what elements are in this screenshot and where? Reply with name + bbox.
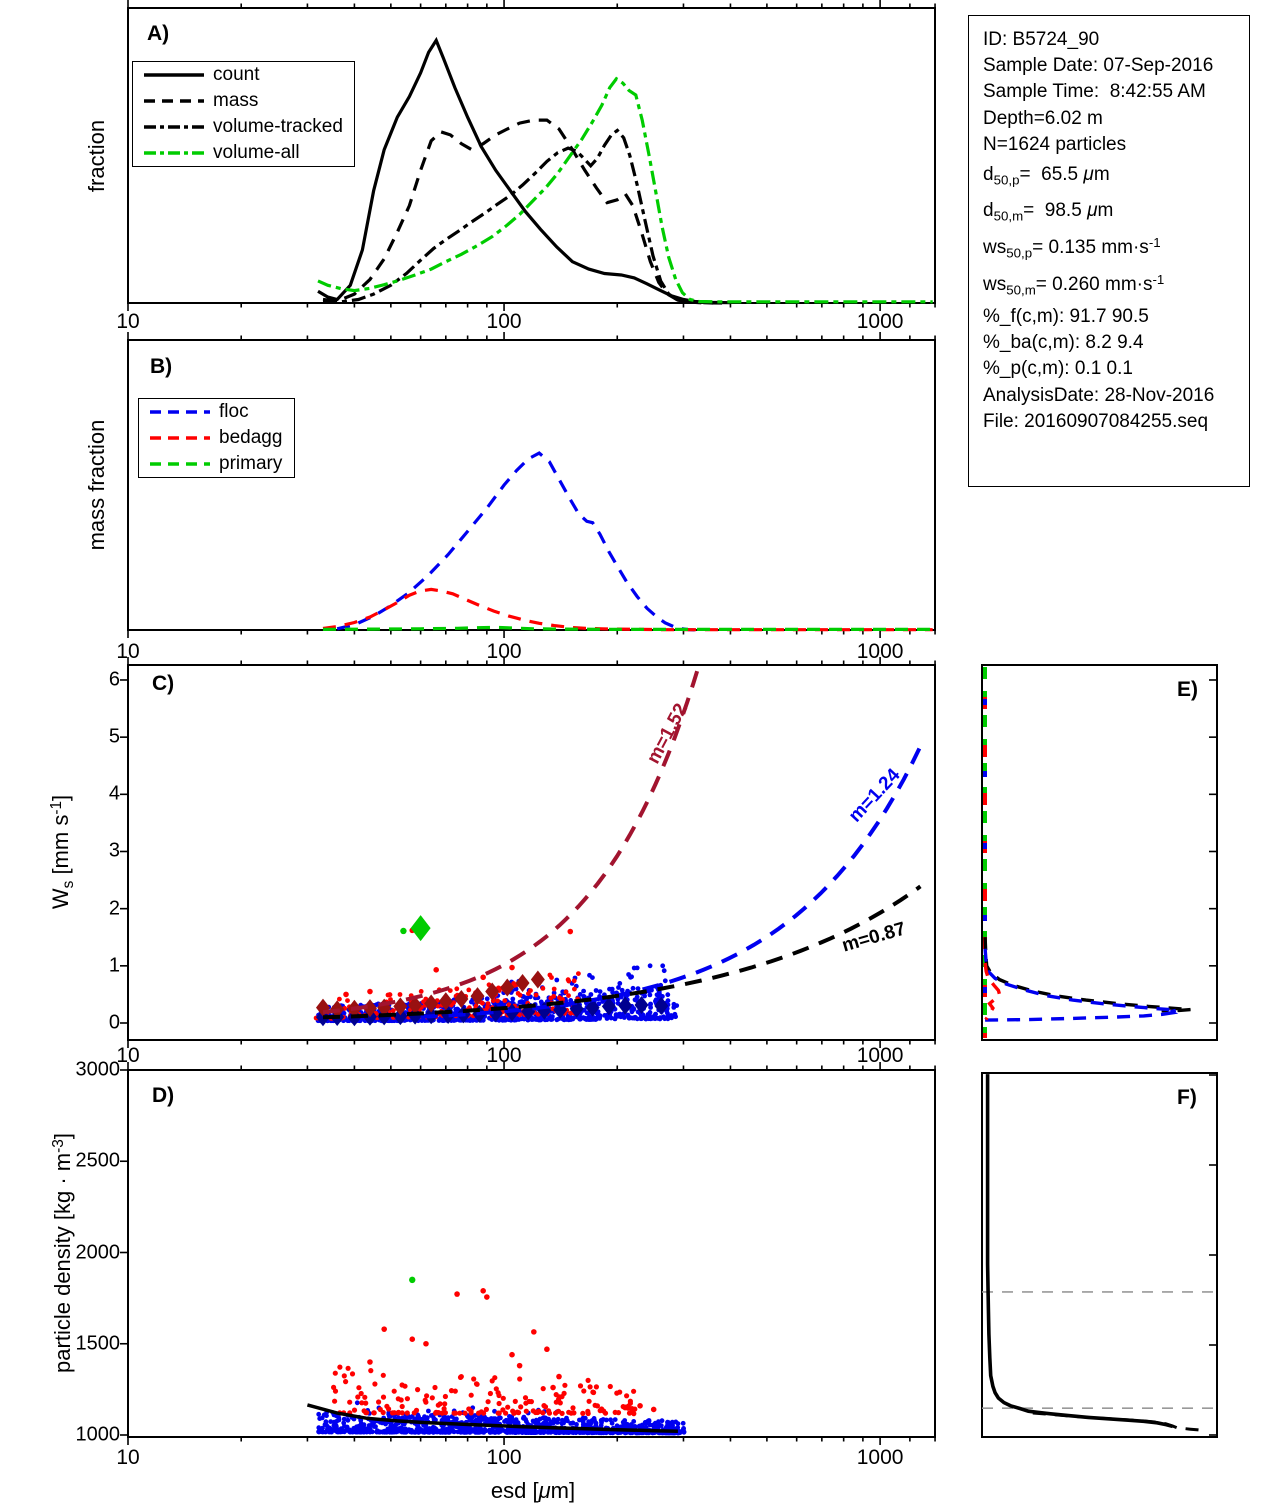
info-line-0: ID: B5724_90 [983, 29, 1100, 50]
legend-item-volume-all: volume-all [133, 140, 354, 166]
info-line-2: Sample Time: 8:42:55 AM [983, 81, 1206, 103]
y-tick-label-d-2000: 2000 [75, 1241, 121, 1263]
info-line-6: d50,m= 98.5 μm [983, 200, 1114, 224]
legend-label: volume-tracked [213, 116, 343, 137]
panel-a-letter: A) [147, 22, 170, 45]
x-tick-label-d-1000: 1000 [856, 1446, 904, 1469]
legend-item-bedagg: bedagg [139, 425, 294, 451]
info-line-5: d50,p= 65.5 μm [983, 164, 1110, 188]
sample-info-box: ID: B5724_90 Sample Date: 07-Sep-2016 Samp… [968, 15, 1250, 487]
legend-line-sample [150, 436, 210, 440]
x-tick-label-a-1000: 1000 [856, 310, 904, 333]
legend-label: volume-all [213, 142, 300, 163]
y-tick-label-d-1500: 1500 [75, 1332, 121, 1355]
legend-label: count [213, 64, 260, 85]
legend-line-sample [150, 410, 210, 414]
x-tick-label-a-10: 10 [116, 310, 140, 333]
panel-f-letter: F) [1177, 1086, 1197, 1109]
x-axis-label: esd [μm] [490, 1478, 576, 1503]
y-tick-label-d-2500: 2500 [75, 1149, 121, 1172]
x-tick-label-b-100: 100 [486, 640, 522, 663]
x-tick-label-b-1000: 1000 [856, 640, 904, 663]
info-line-4: N=1624 particles [983, 133, 1127, 155]
legend-item-volume-tracked: volume-tracked [133, 114, 354, 140]
y-tick-label-c-3: 3 [108, 839, 120, 862]
x-tick-label-c-100: 100 [486, 1044, 522, 1067]
x-tick-label-c-10: 10 [116, 1044, 140, 1067]
info-line-1: Sample Date: 07-Sep-2016 [983, 55, 1214, 77]
legend-line-sample [144, 125, 204, 129]
info-line-8: ws50,m= 0.260 mm·s-1 [983, 272, 1165, 298]
info-line-11: %_p(c,m): 0.1 0.1 [983, 358, 1133, 380]
y-tick-label-d-1000: 1000 [75, 1423, 121, 1446]
panel-e-letter: E) [1177, 678, 1198, 701]
legend-label: bedagg [219, 427, 283, 448]
y-tick-label-c-1: 1 [108, 954, 120, 977]
legend-label: mass [213, 90, 259, 111]
y-tick-label-d-3000: 3000 [75, 1058, 121, 1081]
panel-a-legend: count mass volume-tracked volume-all [132, 61, 355, 167]
legend-line-sample [144, 151, 204, 155]
legend-item-floc: floc [139, 399, 294, 425]
x-tick-label-b-10: 10 [116, 640, 140, 663]
legend-line-sample [150, 462, 210, 466]
x-tick-label-d-10: 10 [116, 1446, 140, 1469]
y-tick-label-c-5: 5 [108, 725, 120, 748]
info-line-7: ws50,p= 0.135 mm·s-1 [983, 235, 1161, 261]
info-line-9: %_f(c,m): 91.7 90.5 [983, 306, 1149, 327]
panel-b-legend: floc bedagg primary [138, 398, 295, 478]
x-tick-label-a-100: 100 [486, 310, 522, 333]
x-tick-label-d-100: 100 [486, 1446, 522, 1469]
info-line-13: File: 20160907084255.seq [983, 410, 1209, 432]
legend-line-sample [144, 73, 204, 77]
info-line-3: Depth=6.02 m [983, 107, 1103, 129]
panel-d-letter: D) [152, 1084, 175, 1107]
panel-b-letter: B) [150, 355, 173, 378]
legend-label: primary [219, 453, 283, 474]
y-tick-label-c-2: 2 [108, 897, 120, 920]
y-tick-label-c-6: 6 [108, 668, 120, 691]
legend-label: floc [219, 401, 249, 422]
x-tick-label-c-1000: 1000 [856, 1044, 904, 1067]
legend-line-sample [144, 99, 204, 103]
y-tick-label-c-4: 4 [108, 782, 120, 805]
panel-b-ylabel: mass fraction [84, 419, 109, 551]
y-tick-label-c-0: 0 [108, 1011, 120, 1034]
info-line-12: AnalysisDate: 28-Nov-2016 [983, 384, 1215, 406]
legend-item-primary: primary [139, 451, 294, 477]
panel-c-letter: C) [152, 672, 175, 695]
info-line-10: %_ba(c,m): 8.2 9.4 [983, 332, 1144, 354]
legend-item-count: count [133, 62, 354, 88]
panel-a-ylabel: fraction [84, 119, 109, 193]
legend-item-mass: mass [133, 88, 354, 114]
